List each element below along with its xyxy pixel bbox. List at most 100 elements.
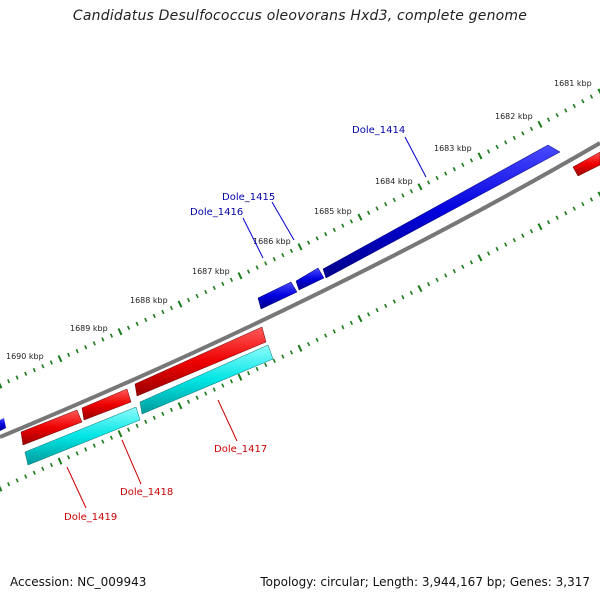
inner-major-tick: [597, 191, 600, 198]
gene-dole-1419-feature[interactable]: [20, 409, 83, 446]
outer-minor-tick: [229, 277, 234, 282]
outer-minor-tick: [452, 167, 456, 172]
outer-minor-tick: [315, 236, 319, 241]
outer-minor-tick: [92, 341, 96, 346]
inner-minor-tick: [546, 220, 551, 225]
outer-minor-tick: [444, 171, 448, 176]
inner-major-tick: [237, 373, 243, 381]
inner-major-tick: [537, 223, 543, 231]
inner-minor-tick: [375, 307, 379, 313]
inner-minor-tick: [161, 411, 165, 416]
outer-minor-tick: [264, 261, 268, 266]
leader-dole-1416: [242, 217, 264, 259]
outer-minor-tick: [435, 175, 439, 181]
outer-minor-tick: [589, 94, 594, 99]
inner-minor-tick: [589, 197, 594, 202]
inner-minor-tick: [581, 202, 585, 207]
inner-minor-tick: [529, 229, 534, 234]
inner-major-tick: [117, 430, 123, 438]
outer-minor-tick: [504, 140, 508, 145]
cds-dole-1417[interactable]: [139, 344, 274, 415]
inner-major-tick: [357, 315, 363, 323]
outer-minor-tick: [41, 364, 45, 369]
outer-minor-tick: [212, 285, 216, 291]
outer-minor-tick: [7, 379, 11, 384]
inner-minor-tick: [109, 435, 114, 440]
outer-minor-tick: [169, 305, 174, 311]
inner-major-tick: [177, 402, 183, 410]
label-dole-1419[interactable]: Dole_1419: [64, 512, 117, 523]
inner-minor-tick: [126, 427, 131, 432]
label-dole-1414[interactable]: Dole_1414: [352, 125, 405, 136]
outer-minor-tick: [392, 197, 396, 203]
outer-minor-tick: [349, 219, 354, 224]
inner-minor-tick: [32, 470, 36, 475]
inner-minor-tick: [452, 268, 456, 274]
outer-minor-tick: [546, 117, 551, 122]
inner-minor-tick: [289, 350, 294, 355]
outer-minor-tick: [109, 333, 114, 338]
inner-minor-tick: [366, 312, 371, 317]
outer-minor-tick: [289, 248, 294, 254]
inner-minor-tick: [315, 337, 319, 343]
cds-dole-1418-1419[interactable]: [24, 406, 141, 466]
accession-label: Accession: NC_009943: [10, 575, 147, 589]
outer-minor-tick: [572, 103, 576, 109]
leader-dole-1418: [121, 439, 142, 485]
inner-minor-tick: [409, 290, 414, 296]
inner-minor-tick: [461, 264, 465, 269]
outer-minor-tick: [306, 240, 311, 245]
gene-dole-1418-feature[interactable]: [81, 388, 132, 421]
label-dole-1417[interactable]: Dole_1417: [214, 444, 267, 455]
label-dole-1415[interactable]: Dole_1415: [222, 192, 275, 203]
gene-dole-1416-feature[interactable]: [257, 281, 298, 310]
gene-offscreen-left-feature[interactable]: [0, 418, 6, 431]
label-dole-1416[interactable]: Dole_1416: [190, 207, 243, 218]
inner-minor-tick: [195, 395, 199, 400]
inner-minor-tick: [92, 443, 96, 448]
inner-major-tick: [297, 344, 303, 352]
inner-minor-tick: [212, 387, 216, 392]
outer-minor-tick: [246, 269, 251, 274]
inner-minor-tick: [426, 282, 431, 287]
outer-minor-tick: [495, 144, 499, 150]
outer-minor-tick: [67, 352, 71, 358]
outer-minor-tick: [101, 337, 105, 342]
inner-tick-track: [0, 191, 600, 492]
label-dole-1418[interactable]: Dole_1418: [120, 487, 173, 498]
inner-minor-tick: [401, 295, 405, 300]
inner-minor-tick: [392, 299, 396, 304]
inner-minor-tick: [169, 407, 174, 412]
outer-minor-tick: [32, 367, 36, 373]
inner-minor-tick: [66, 455, 71, 460]
scale-label: 1682 kbp: [495, 112, 533, 121]
outer-major-tick: [177, 300, 183, 308]
inner-minor-tick: [564, 211, 568, 216]
scale-label: 1690 kbp: [6, 352, 44, 361]
outer-minor-tick: [581, 99, 585, 104]
outer-minor-tick: [521, 131, 525, 136]
gene-dole-1417-feature[interactable]: [134, 326, 267, 397]
inner-minor-tick: [272, 358, 276, 363]
outer-minor-tick: [152, 313, 156, 319]
outer-minor-tick: [366, 210, 371, 215]
outer-major-tick: [237, 272, 243, 280]
outer-minor-tick: [529, 126, 534, 131]
outer-minor-tick: [221, 281, 225, 287]
outer-minor-tick: [84, 345, 88, 350]
inner-minor-tick: [246, 371, 251, 376]
genome-backbone: [0, 141, 600, 439]
gene-dole-1415-feature[interactable]: [295, 267, 325, 291]
inner-minor-tick: [349, 320, 354, 326]
inner-minor-tick: [332, 329, 336, 334]
leader-dole-1417: [217, 399, 238, 442]
outer-minor-tick: [195, 293, 199, 299]
inner-minor-tick: [572, 206, 576, 211]
outer-minor-tick: [255, 265, 259, 270]
cds-track: [24, 344, 274, 466]
outer-major-tick: [417, 183, 423, 191]
gene-offscreen-right-feature[interactable]: [572, 151, 600, 177]
gene-dole-1414-feature[interactable]: [322, 144, 561, 279]
outer-minor-tick: [161, 309, 165, 315]
